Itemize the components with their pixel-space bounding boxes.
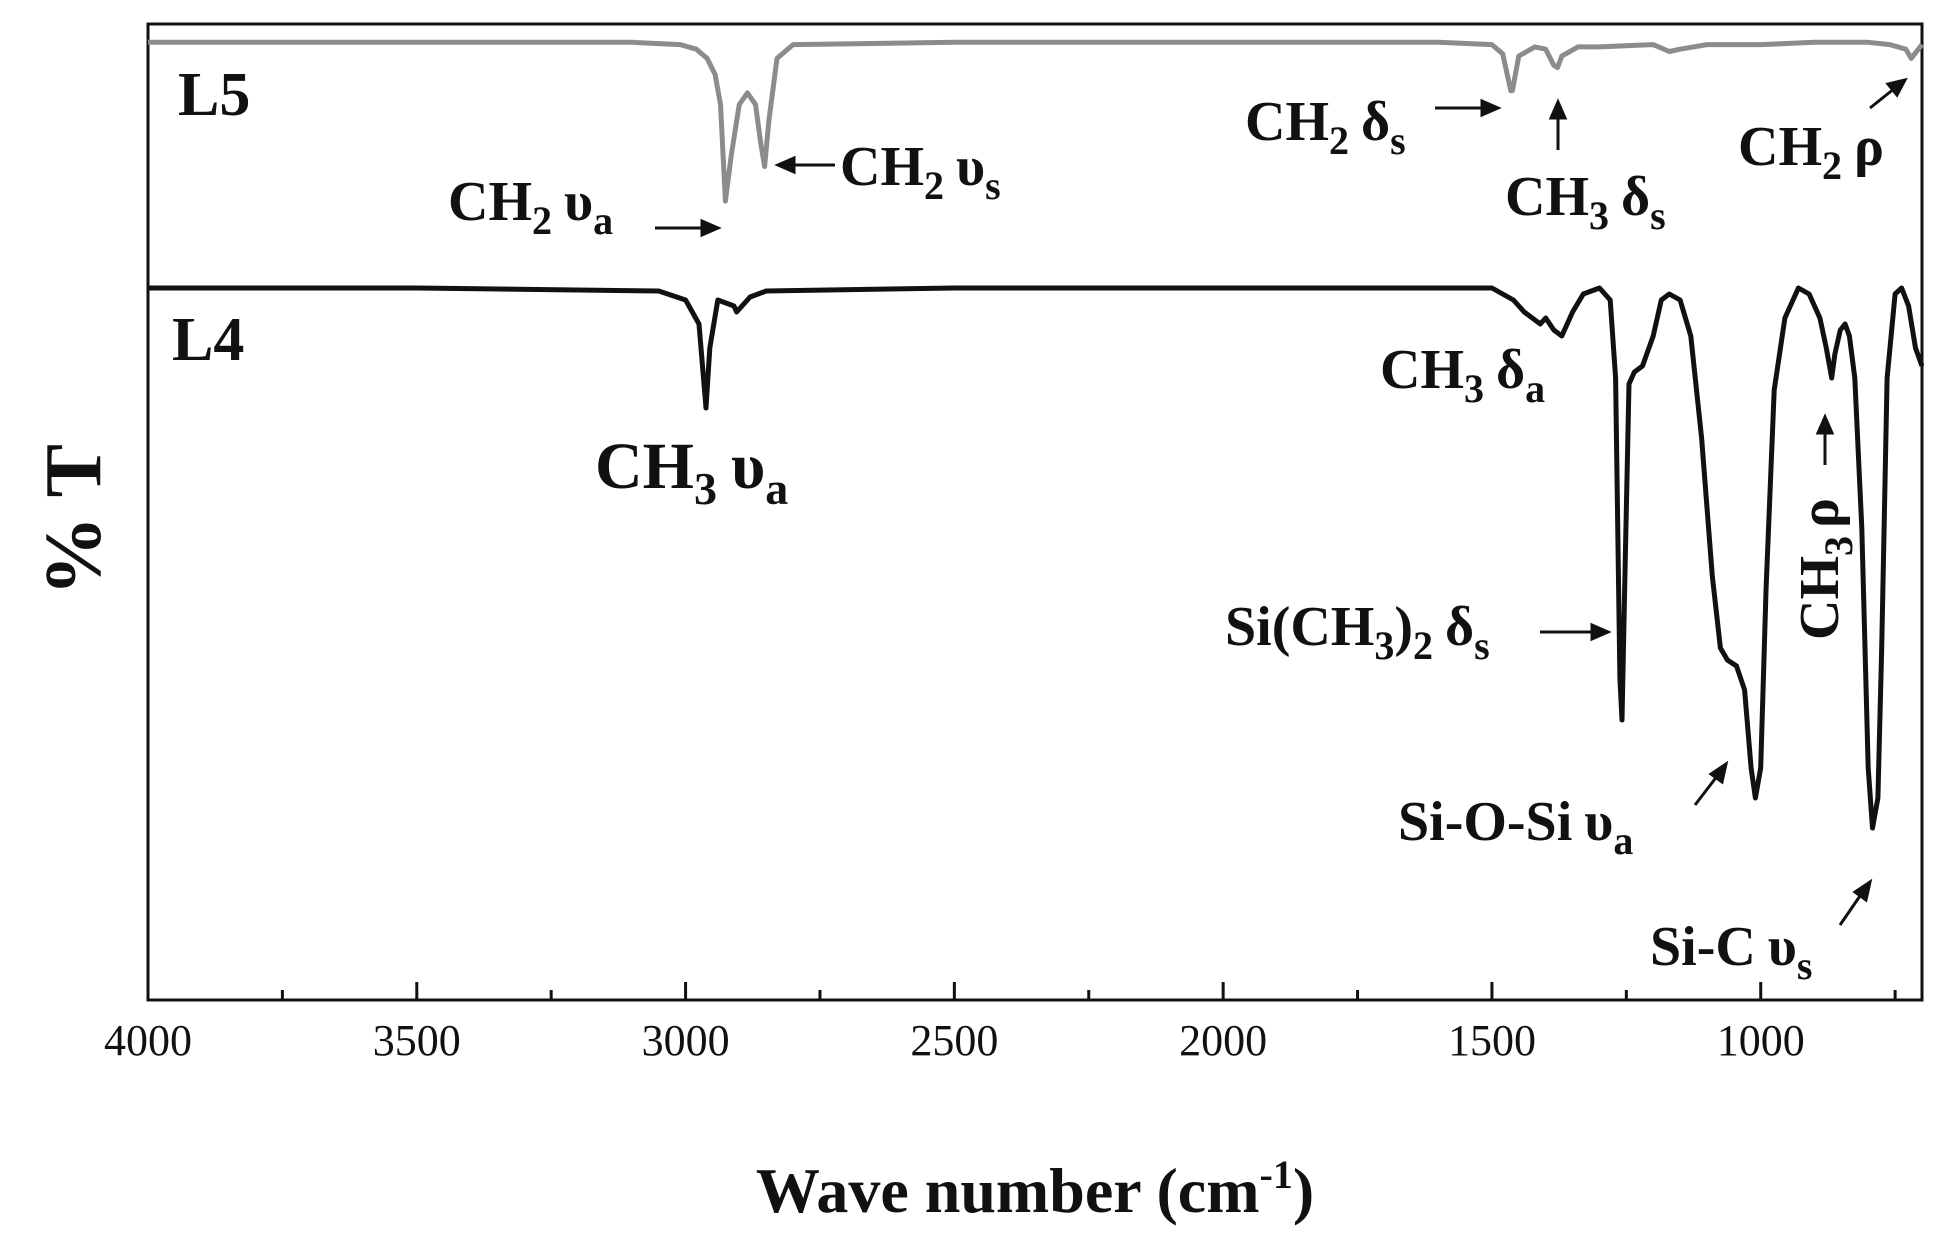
series-line-l5 (148, 39, 1924, 204)
x-tick-label: 1000 (1717, 1016, 1805, 1065)
annotation-siosi-va: Si-O-Si υa (1398, 791, 1633, 863)
y-axis-title: % T (30, 444, 118, 596)
x-tick-label: 3000 (642, 1016, 730, 1065)
series-lines (148, 39, 1925, 831)
annotation-ch3-da: CH3 δa (1380, 339, 1545, 411)
x-tick-label: 4000 (104, 1016, 192, 1065)
x-axis-title: Wave number (cm-1) (756, 1152, 1314, 1226)
annotation-ch2-va: CH2 υa (448, 171, 613, 243)
annotation-sich32-ds: Si(CH3)2 δs (1225, 596, 1490, 668)
annotation-ch2-ds: CH2 δs (1245, 91, 1406, 163)
arrow-sic (1838, 892, 1864, 926)
series-label-l4: L4 (172, 306, 244, 374)
x-tick-label: 3500 (373, 1016, 461, 1065)
annotation-ch3-va: CH3 υa (595, 430, 788, 514)
annotation-arrows (655, 77, 1908, 926)
x-tick-label: 1500 (1448, 1016, 1536, 1065)
annotation-ch2-vs: CH2 υs (840, 136, 1001, 208)
series-label-l5: L5 (178, 61, 250, 129)
x-tick-label: 2500 (910, 1016, 998, 1065)
annotation-ch3-ds: CH3 δs (1505, 166, 1666, 238)
plot-frame (146, 22, 1924, 1002)
annotation-ch2-rho: CH2 ρ (1738, 116, 1884, 188)
arrow-ch2-rho (1869, 86, 1896, 110)
annotation-sic-vs: Si-C υs (1650, 916, 1812, 988)
series-line-l4 (148, 285, 1925, 831)
annotation-ch3-rho: CH3ρ (1789, 498, 1861, 640)
x-axis-ticks: 4000 3500 3000 2500 2000 1500 1000 (104, 982, 1897, 1065)
arrow-siosi (1693, 774, 1720, 806)
x-tick-label: 2000 (1179, 1016, 1267, 1065)
